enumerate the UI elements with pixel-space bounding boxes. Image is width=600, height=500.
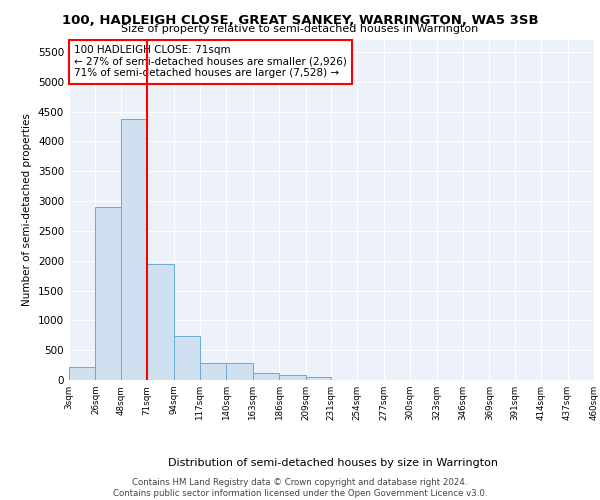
Bar	[253, 373, 279, 380]
Bar	[305, 378, 331, 380]
Text: 100, HADLEIGH CLOSE, GREAT SANKEY, WARRINGTON, WA5 3SB: 100, HADLEIGH CLOSE, GREAT SANKEY, WARRI…	[62, 14, 538, 27]
Bar	[173, 336, 200, 380]
Bar	[147, 264, 173, 380]
Bar	[200, 362, 226, 380]
Bar	[69, 367, 95, 380]
Text: 100 HADLEIGH CLOSE: 71sqm
← 27% of semi-detached houses are smaller (2,926)
71% : 100 HADLEIGH CLOSE: 71sqm ← 27% of semi-…	[74, 45, 347, 78]
Text: Distribution of semi-detached houses by size in Warrington: Distribution of semi-detached houses by …	[168, 458, 498, 468]
Bar	[95, 207, 121, 380]
Text: Contains HM Land Registry data © Crown copyright and database right 2024.
Contai: Contains HM Land Registry data © Crown c…	[113, 478, 487, 498]
Bar	[226, 362, 253, 380]
Bar	[121, 118, 147, 380]
Text: Size of property relative to semi-detached houses in Warrington: Size of property relative to semi-detach…	[121, 24, 479, 34]
Bar	[279, 375, 305, 380]
Y-axis label: Number of semi-detached properties: Number of semi-detached properties	[22, 114, 32, 306]
